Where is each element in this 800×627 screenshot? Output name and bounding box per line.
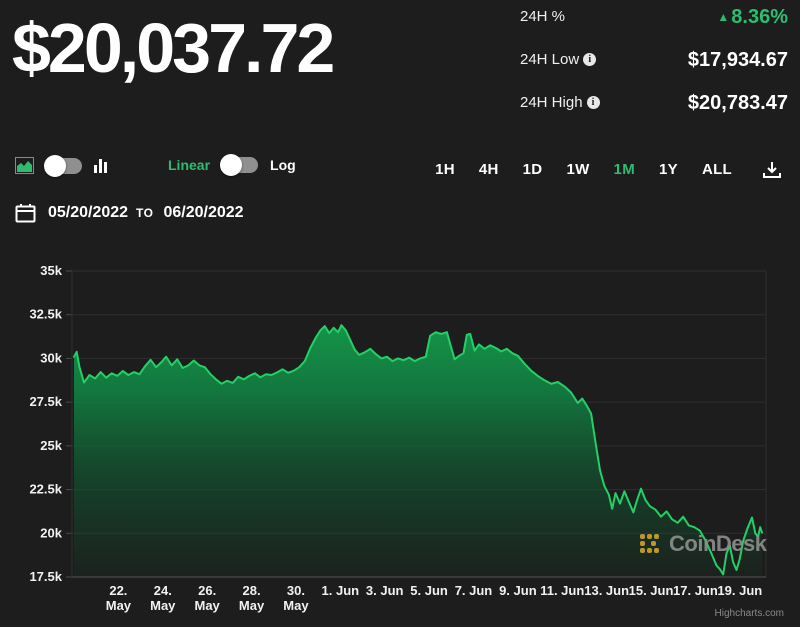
range-selector: 1H 4H 1D 1W 1M 1Y ALL [423,155,786,184]
x-axis-label: 26. May [195,583,221,613]
stat-24h-change: 24H % ▲ 8.36% [520,6,788,36]
chart-area[interactable]: 35k 32.5k 30k 27.5k 25k 22.5k 20k 17.5k 22. May 24… [0,247,800,627]
stat-24h-change-label: 24H % [520,8,566,25]
download-button[interactable] [758,157,786,183]
current-price: $20,037.72 [12,9,335,87]
x-axis-label: 28. May [239,583,265,613]
y-axis-label: 20k [40,525,62,540]
range-1m-button[interactable]: 1M [602,155,647,184]
range-4h-button[interactable]: 4H [467,155,511,184]
range-all-button[interactable]: ALL [690,155,744,184]
stat-24h-low-value: $17,934.67 [687,49,788,71]
stat-24h-change-value: ▲ 8.36% [717,6,788,29]
y-axis-label: 30k [40,350,62,365]
x-axis-label: 24. May [150,583,176,613]
calendar-icon [15,204,36,226]
y-axis-label: 32.5k [29,307,62,322]
y-axis-label: 25k [40,438,62,453]
stats-panel: 24H % ▲ 8.36% 24H Low i $17,934.67 24H Hig… [520,6,788,137]
price-line [73,324,763,576]
calendar-button[interactable] [15,203,36,223]
stat-24h-high: 24H High i $20,783.47 [520,92,788,122]
x-axis-label: 30. May [283,583,309,613]
date-separator: TO [136,206,154,220]
y-axis-label: 22.5k [29,482,62,497]
info-icon[interactable]: i [583,53,597,66]
range-1y-button[interactable]: 1Y [647,155,690,184]
y-axis-label: 17.5k [29,569,62,584]
end-date-input[interactable] [163,204,250,222]
range-1d-button[interactable]: 1D [511,155,555,184]
range-1h-button[interactable]: 1H [423,155,467,184]
x-axis-label: 9. Jun [499,583,537,598]
x-axis-label: 13. Jun [584,583,629,598]
x-axis-label: 11. Jun [540,583,584,598]
stat-24h-high-value: $20,783.47 [687,92,788,114]
price-chart: 35k 32.5k 30k 27.5k 25k 22.5k 20k 17.5k 22. May 24… [29,263,767,613]
chart-toolbar: Linear Log 1H 4H 1D 1W 1M 1Y ALL [0,154,800,187]
scale-group: Linear Log [168,154,296,176]
price-area [74,325,762,577]
download-icon [762,161,782,182]
x-axis-label: 5. Jun [410,583,448,598]
x-axis-label: 3. Jun [366,583,404,598]
y-axis-label: 27.5k [29,394,62,409]
y-axis-label: 35k [40,263,62,278]
toggle-knob[interactable] [220,154,243,176]
x-axis-label: 7. Jun [455,583,493,598]
x-axis-label: 19. Jun [717,583,762,598]
date-range-picker: TO [15,200,250,226]
stat-24h-low-label: 24H Low [520,51,580,68]
stat-24h-high-label: 24H High [520,94,583,111]
x-axis-label: 22. May [106,583,132,613]
log-scale-label[interactable]: Log [270,157,296,173]
area-chart-icon[interactable] [15,157,34,174]
info-icon[interactable]: i [586,96,600,109]
highcharts-credit[interactable]: Highcharts.com [714,608,784,619]
x-axis-label: 1. Jun [322,583,360,598]
stat-24h-low: 24H Low i $17,934.67 [520,49,788,79]
x-axis-label: 15. Jun [629,583,674,598]
chart-type-group [15,154,108,177]
linear-scale-label[interactable]: Linear [168,157,211,173]
toggle-knob[interactable] [44,154,66,177]
bar-chart-icon[interactable] [94,157,108,174]
chart-type-toggle[interactable] [44,154,82,177]
x-axis-label: 17. Jun [673,583,718,598]
start-date-input[interactable] [48,204,134,222]
up-arrow-icon: ▲ [717,10,730,24]
scale-toggle[interactable] [220,154,259,176]
range-1w-button[interactable]: 1W [554,155,601,184]
stat-24h-change-number: 8.36% [731,6,788,28]
